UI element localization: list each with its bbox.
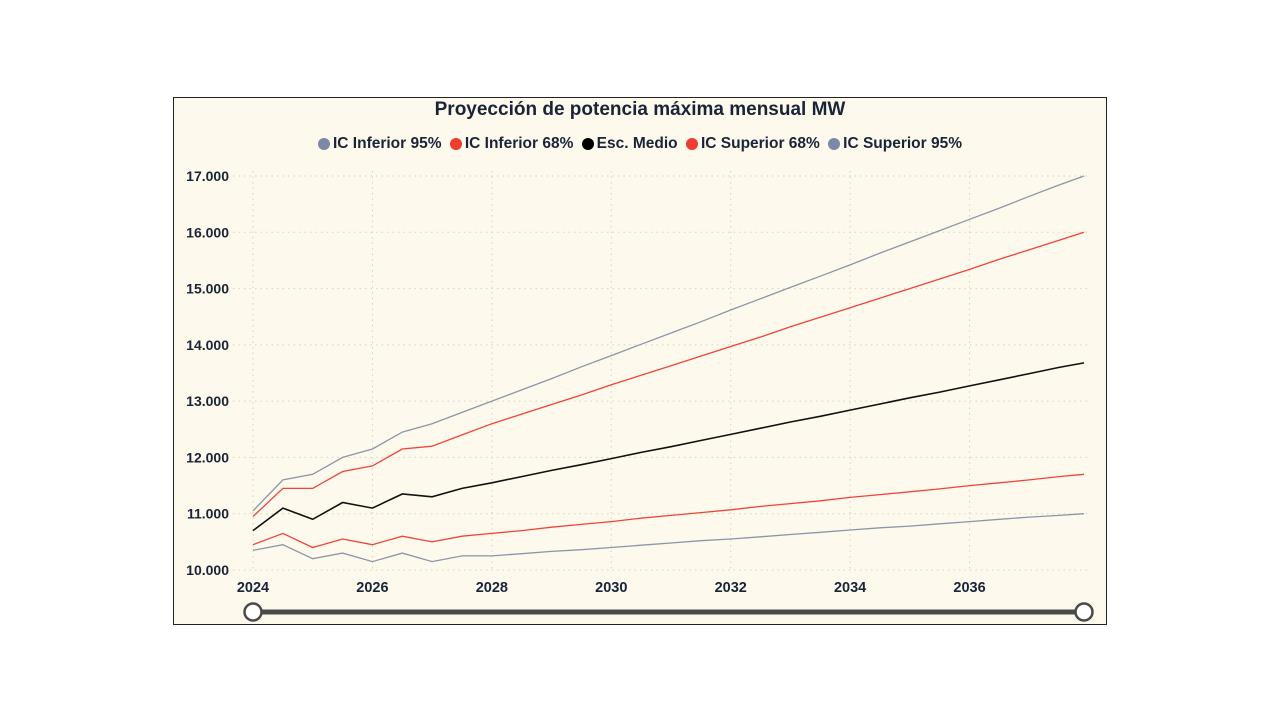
legend-label: IC Superior 68% [700,135,820,152]
y-tick-label: 13.000 [186,393,229,409]
x-tick-label: 2028 [476,580,508,596]
series-line-ic-superior-95- [252,175,1085,512]
legend-label: IC Inferior 68% [464,135,574,152]
y-tick-label: 17.000 [186,168,229,184]
plot-area: 10.000 11.000 12.000 13.000 14.000 15.000 16.0… [186,168,1094,622]
legend-marker-icon [317,138,330,150]
series-line-ic-inferior-68- [252,473,1085,549]
y-tick-label: 10.000 [186,562,229,578]
range-slider-end-handle[interactable] [1074,602,1094,622]
legend-marker-icon [828,138,841,150]
x-tick-label: 2032 [715,580,747,596]
x-tick-label: 2024 [237,580,269,596]
y-tick-label: 11.000 [187,506,229,522]
series-line-esc-medio [252,362,1085,532]
series-line-ic-superior-68- [252,231,1085,517]
legend-item-esc-medio[interactable]: Esc. Medio [581,135,678,153]
x-tick-label: 2034 [834,580,866,596]
x-tick-label: 2026 [356,580,388,596]
legend-label: IC Superior 95% [843,135,963,152]
legend-marker-icon [685,138,698,150]
legend-item-ic-superior-68[interactable]: IC Superior 68% [685,135,820,153]
y-tick-label: 16.000 [186,224,229,240]
y-tick-label: 14.000 [186,337,229,353]
legend-item-ic-inferior-68[interactable]: IC Inferior 68% [449,135,574,153]
legend-marker-icon [449,138,462,150]
legend-marker-icon [581,138,594,150]
x-tick-label: 2036 [953,580,985,596]
legend-item-ic-superior-95[interactable]: IC Superior 95% [828,135,962,153]
series-line-ic-inferior-95- [252,513,1085,563]
y-tick-label: 12.000 [186,449,229,465]
range-slider-start-handle[interactable] [243,602,263,622]
y-tick-label: 15.000 [186,281,229,297]
chart-frame: Proyección de potencia máxima mensual MW… [173,97,1107,625]
chart-title: Proyección de potencia máxima mensual MW [434,99,846,120]
legend-item-ic-inferior-95[interactable]: IC Inferior 95% [317,135,442,153]
legend-label: Esc. Medio [596,135,678,152]
x-tick-label: 2030 [595,580,627,596]
legend: IC Inferior 95% IC Inferior 68% Esc. Med… [174,135,1106,155]
legend-label: IC Inferior 95% [332,135,442,152]
